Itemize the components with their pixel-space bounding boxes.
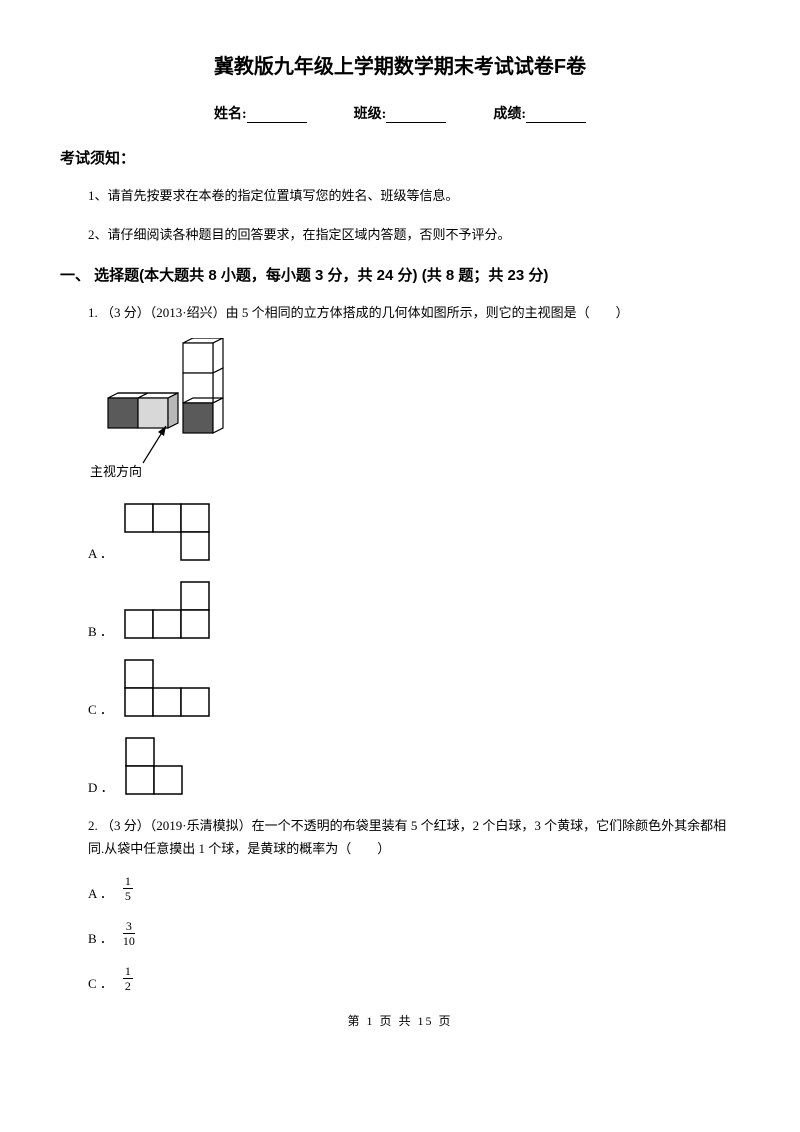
- q2-option-c: C ． 1 2: [88, 965, 740, 992]
- info-line: 姓名: 班级: 成绩:: [60, 103, 740, 123]
- q2-frac-c-num: 1: [123, 965, 133, 979]
- page-footer: 第 1 页 共 15 页: [60, 1012, 740, 1029]
- notice-item-1: 1、请首先按要求在本卷的指定位置填写您的姓名、班级等信息。: [88, 186, 740, 207]
- figure-label: 主视方向: [90, 464, 142, 479]
- q1-option-a: A ．: [88, 502, 740, 562]
- q2-option-b: B ． 3 10: [88, 920, 740, 947]
- q1-option-d: D ．: [88, 736, 740, 796]
- q2-option-a: A ． 1 5: [88, 875, 740, 902]
- q2-frac-b: 3 10: [123, 920, 135, 947]
- q2-frac-a: 1 5: [123, 875, 133, 902]
- score-blank: [526, 108, 586, 123]
- q2-option-a-label: A ．: [88, 883, 113, 902]
- class-label: 班级:: [354, 107, 387, 122]
- q1-option-c-label: C ．: [88, 699, 113, 718]
- name-label: 姓名:: [214, 107, 247, 122]
- q1-option-b: B ．: [88, 580, 740, 640]
- q1-option-c: C ．: [88, 658, 740, 718]
- q2-option-b-label: B ．: [88, 928, 113, 947]
- notice-title: 考试须知：: [60, 147, 740, 168]
- class-blank: [386, 108, 446, 123]
- q2-frac-a-den: 5: [123, 889, 133, 902]
- q1-option-b-label: B ．: [88, 621, 113, 640]
- name-blank: [247, 108, 307, 123]
- score-label: 成绩:: [493, 107, 526, 122]
- q2-frac-a-num: 1: [123, 875, 133, 889]
- q2-frac-b-den: 10: [123, 934, 135, 947]
- question-1: 1. （3 分）（2013·绍兴）由 5 个相同的立方体搭成的几何体如图所示，则…: [88, 301, 740, 324]
- q2-option-c-label: C ．: [88, 973, 113, 992]
- question-2: 2. （3 分）（2019·乐清模拟）在一个不透明的布袋里装有 5 个红球，2 …: [88, 814, 740, 861]
- q2-frac-c: 1 2: [123, 965, 133, 992]
- page-title: 冀教版九年级上学期数学期末考试试卷F卷: [60, 50, 740, 79]
- section-1-title: 一、 选择题(本大题共 8 小题，每小题 3 分，共 24 分) (共 8 题；…: [60, 264, 740, 285]
- question-1-figure: 主视方向: [88, 338, 740, 488]
- q2-frac-b-num: 3: [123, 920, 135, 934]
- q2-frac-c-den: 2: [123, 979, 133, 992]
- q1-option-a-label: A ．: [88, 543, 113, 562]
- notice-item-2: 2、请仔细阅读各种题目的回答要求，在指定区域内答题，否则不予评分。: [88, 225, 740, 246]
- q1-option-d-label: D ．: [88, 777, 114, 796]
